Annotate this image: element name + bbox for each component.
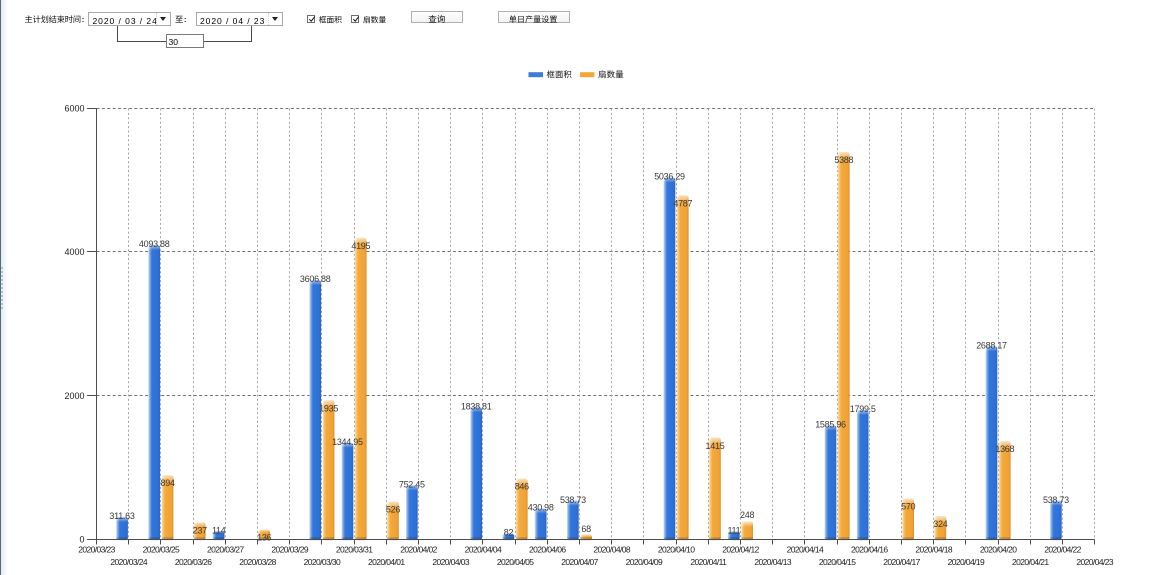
svg-text:570: 570 — [901, 502, 915, 512]
svg-text:2688.17: 2688.17 — [976, 340, 1007, 350]
svg-text:1344.95: 1344.95 — [332, 437, 363, 447]
svg-text:1838.81: 1838.81 — [461, 401, 492, 411]
svg-text:1368: 1368 — [995, 444, 1014, 454]
svg-text:324: 324 — [933, 519, 947, 529]
svg-text:311.63: 311.63 — [109, 511, 134, 521]
svg-text:5388: 5388 — [834, 155, 853, 165]
svg-text:3606.88: 3606.88 — [300, 274, 331, 284]
svg-text:1585.96: 1585.96 — [815, 420, 846, 430]
svg-text:111: 111 — [727, 526, 740, 536]
svg-text:5036.29: 5036.29 — [654, 172, 685, 182]
svg-text:2020/04/05: 2020/04/05 — [497, 557, 534, 567]
svg-text:538.73: 538.73 — [1043, 495, 1069, 505]
svg-text:894: 894 — [161, 478, 175, 488]
svg-text:2020/04/19: 2020/04/19 — [948, 557, 985, 567]
svg-text:0: 0 — [79, 535, 84, 545]
svg-text:526: 526 — [386, 505, 400, 515]
svg-text:2020/04/09: 2020/04/09 — [626, 557, 663, 567]
svg-text:2020/04/22: 2020/04/22 — [1044, 545, 1081, 555]
svg-text:2020/04/01: 2020/04/01 — [368, 557, 405, 567]
svg-text:2000: 2000 — [64, 391, 84, 401]
svg-text:538.73: 538.73 — [560, 495, 586, 505]
svg-text:2020/03/25: 2020/03/25 — [143, 545, 180, 555]
svg-text:2020/04/13: 2020/04/13 — [754, 557, 791, 567]
svg-text:4195: 4195 — [351, 241, 370, 251]
svg-text:846: 846 — [515, 482, 529, 492]
svg-text:2020/04/12: 2020/04/12 — [722, 545, 759, 555]
svg-text:2020/03/31: 2020/03/31 — [336, 545, 373, 555]
svg-text:1799.5: 1799.5 — [850, 404, 876, 414]
svg-text:2020/04/17: 2020/04/17 — [883, 557, 920, 567]
svg-text:2020/04/10: 2020/04/10 — [658, 545, 695, 555]
svg-text:4000: 4000 — [64, 247, 84, 257]
svg-text:6000: 6000 — [64, 103, 84, 113]
svg-text:2020/04/18: 2020/04/18 — [915, 545, 952, 555]
svg-text:237: 237 — [193, 526, 207, 536]
svg-text:2020/04/15: 2020/04/15 — [819, 557, 856, 567]
svg-text:2020/03/26: 2020/03/26 — [175, 557, 212, 567]
svg-text:2020/03/30: 2020/03/30 — [304, 557, 341, 567]
svg-text:430.98: 430.98 — [528, 503, 554, 513]
svg-text:2020/04/07: 2020/04/07 — [561, 557, 598, 567]
svg-text:2020/04/20: 2020/04/20 — [980, 545, 1017, 555]
svg-text:2020/03/27: 2020/03/27 — [207, 545, 244, 555]
svg-text:2020/03/28: 2020/03/28 — [239, 557, 276, 567]
svg-text:1935: 1935 — [319, 403, 338, 413]
svg-text:2020/03/29: 2020/03/29 — [271, 545, 308, 555]
svg-text:68: 68 — [581, 524, 591, 534]
svg-text:2020/04/16: 2020/04/16 — [851, 545, 888, 555]
svg-text:2020/04/03: 2020/04/03 — [432, 557, 469, 567]
svg-text:2020/03/23: 2020/03/23 — [78, 545, 115, 555]
svg-text:1415: 1415 — [706, 441, 725, 451]
svg-text:248: 248 — [740, 510, 754, 520]
svg-text:136: 136 — [257, 533, 271, 543]
svg-text:114: 114 — [212, 525, 226, 535]
svg-text:4093.88: 4093.88 — [139, 239, 170, 249]
svg-text:82: 82 — [504, 528, 514, 538]
svg-text:2020/04/14: 2020/04/14 — [787, 545, 824, 555]
svg-text:2020/04/23: 2020/04/23 — [1076, 557, 1113, 567]
svg-text:2020/03/24: 2020/03/24 — [110, 557, 147, 567]
svg-text:2020/04/08: 2020/04/08 — [593, 545, 630, 555]
svg-text:752.45: 752.45 — [399, 479, 425, 489]
svg-text:2020/04/21: 2020/04/21 — [1012, 557, 1049, 567]
svg-text:2020/04/11: 2020/04/11 — [690, 557, 727, 567]
svg-text:2020/04/06: 2020/04/06 — [529, 545, 566, 555]
svg-text:4787: 4787 — [673, 198, 692, 208]
svg-text:2020/04/02: 2020/04/02 — [400, 545, 437, 555]
svg-text:2020/04/04: 2020/04/04 — [465, 545, 502, 555]
